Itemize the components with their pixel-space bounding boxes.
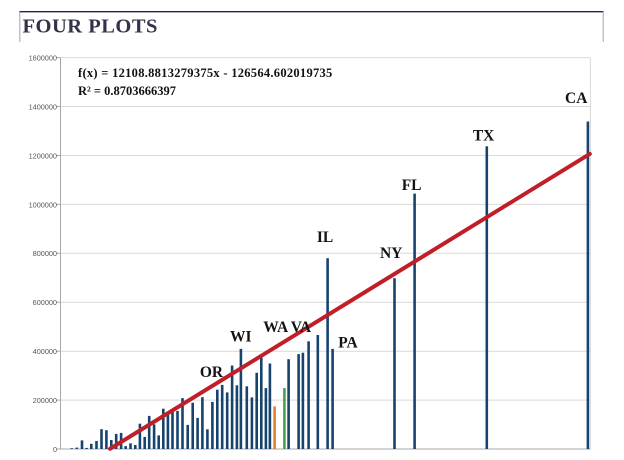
svg-text:FOUR PLOTS: FOUR PLOTS xyxy=(23,16,158,38)
svg-text:FL: FL xyxy=(402,177,422,194)
svg-text:1400000: 1400000 xyxy=(29,102,57,111)
svg-text:f(x) = 12108.8813279375x - 126: f(x) = 12108.8813279375x - 126564.602019… xyxy=(78,66,333,80)
svg-text:IL: IL xyxy=(317,229,333,246)
svg-text:1600000: 1600000 xyxy=(29,54,57,63)
svg-text:PA: PA xyxy=(338,335,358,352)
svg-text:VA: VA xyxy=(291,319,312,336)
svg-text:WA: WA xyxy=(263,319,289,336)
svg-text:NY: NY xyxy=(380,245,402,262)
svg-text:CA: CA xyxy=(565,90,588,107)
svg-text:TX: TX xyxy=(473,128,495,145)
svg-text:800000: 800000 xyxy=(33,249,57,258)
svg-text:400000: 400000 xyxy=(33,347,57,356)
svg-text:OR: OR xyxy=(200,364,224,381)
svg-text:1200000: 1200000 xyxy=(29,151,57,160)
svg-text:R² = 0.8703666397: R² = 0.8703666397 xyxy=(78,84,176,98)
svg-text:600000: 600000 xyxy=(33,298,57,307)
svg-text:WI: WI xyxy=(230,329,252,346)
svg-text:1000000: 1000000 xyxy=(29,200,57,209)
svg-text:0: 0 xyxy=(53,445,57,454)
svg-text:200000: 200000 xyxy=(33,396,57,405)
